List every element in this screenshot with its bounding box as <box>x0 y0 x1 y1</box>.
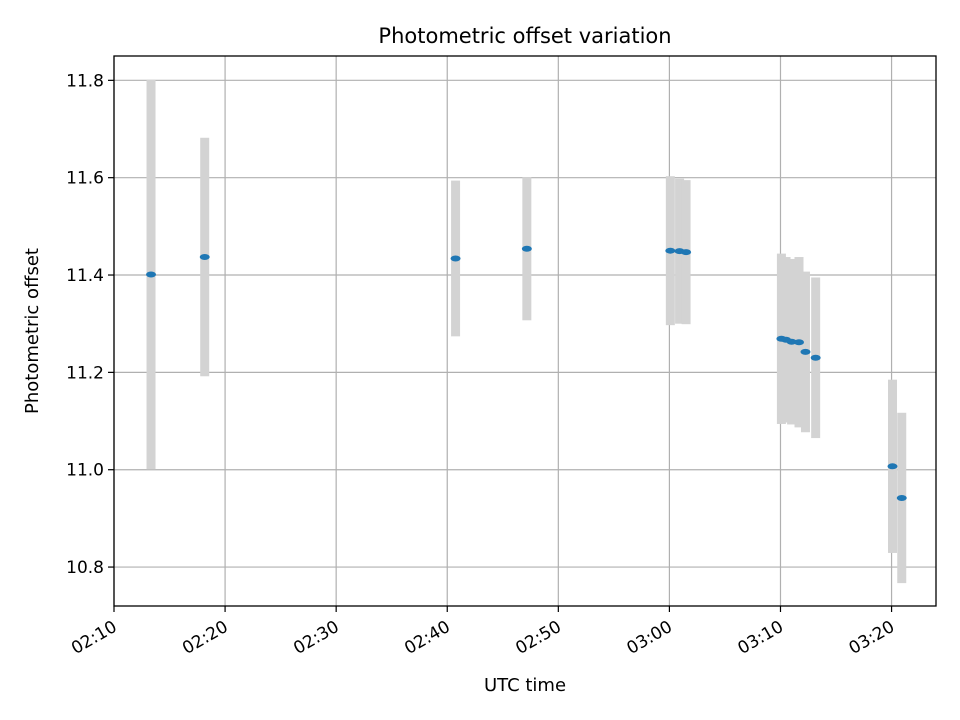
x-tick-label: 03:20 <box>846 617 898 659</box>
chart-title: Photometric offset variation <box>378 24 671 48</box>
error-bars <box>146 79 907 584</box>
data-point <box>681 249 692 256</box>
y-tick-label: 10.8 <box>66 558 104 578</box>
data-point <box>810 354 821 361</box>
x-tick-label: 02:20 <box>179 617 231 659</box>
x-tick-label: 02:30 <box>290 617 342 659</box>
data-point <box>786 338 797 345</box>
x-tick-label: 02:10 <box>68 617 120 659</box>
x-tick-label: 02:50 <box>512 617 564 659</box>
data-point <box>521 245 532 252</box>
x-tick-label: 02:40 <box>401 617 453 659</box>
x-tick-label: 03:00 <box>623 617 675 659</box>
data-point <box>887 463 898 470</box>
y-axis-label: Photometric offset <box>22 248 43 414</box>
x-axis: 02:10 02:20 02:30 02:40 02:50 03:00 03:10 03:20 <box>68 606 898 659</box>
plot-frame <box>113 55 937 607</box>
y-tick-label: 11.2 <box>66 363 104 383</box>
y-axis: 10.8 11.0 11.2 11.4 11.6 11.8 <box>66 71 114 578</box>
y-tick-label: 11.0 <box>66 461 104 481</box>
data-point <box>896 494 907 501</box>
y-tick-label: 11.6 <box>66 169 104 189</box>
data-point <box>199 254 210 261</box>
data-point <box>800 348 811 355</box>
data-point <box>450 255 461 262</box>
y-tick-label: 11.8 <box>66 71 104 91</box>
x-tick-label: 03:10 <box>735 617 787 659</box>
y-tick-label: 11.4 <box>66 266 104 286</box>
data-point <box>146 271 157 278</box>
data-points <box>146 245 907 501</box>
data-point <box>665 247 676 254</box>
data-point <box>794 339 804 346</box>
x-axis-label: UTC time <box>484 675 566 696</box>
